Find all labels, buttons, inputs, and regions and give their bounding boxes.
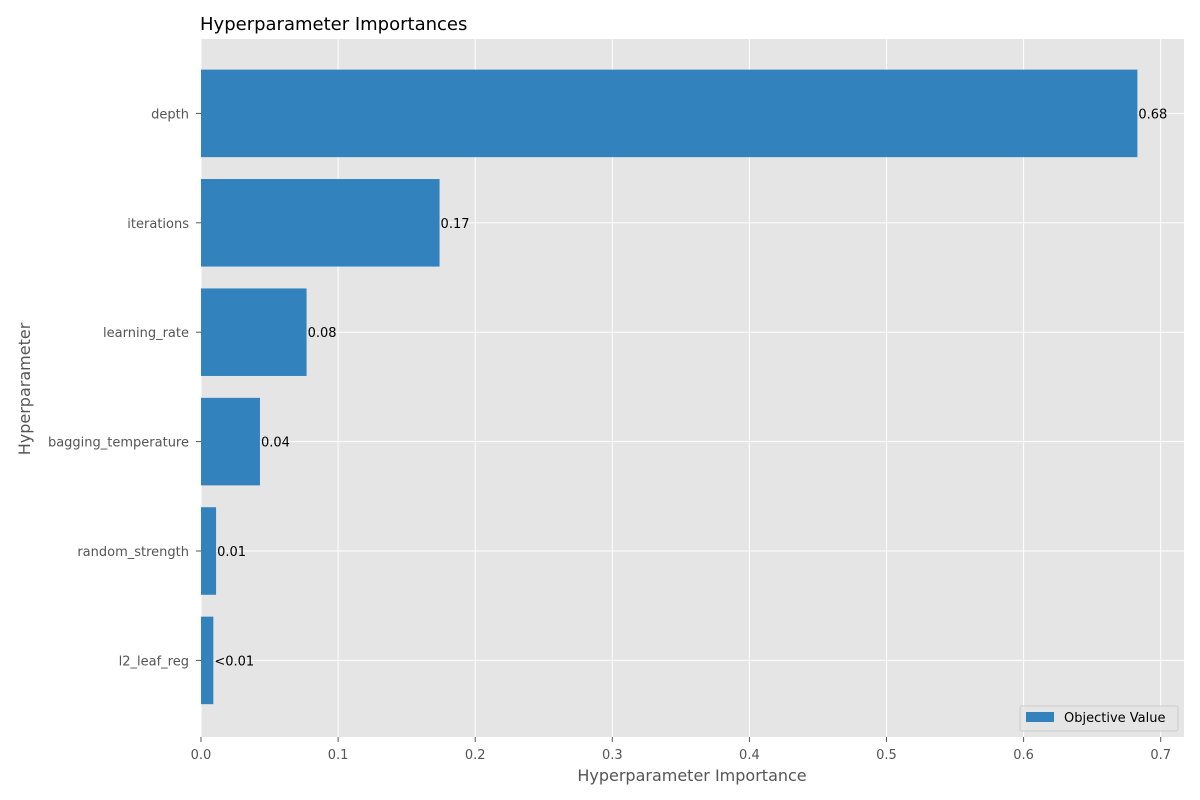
y-tick-label-depth: depth (151, 107, 189, 122)
x-axis-label: Hyperparameter Importance (577, 766, 806, 785)
x-tick-label: 0.0 (191, 748, 212, 763)
data-label-bagging_temperature: 0.04 (261, 436, 290, 451)
data-labels: 0.68 0.17 0.08 0.04 0.01 <0.01 (214, 107, 1167, 669)
y-tick-label-l2_leaf_reg: l2_leaf_reg (119, 654, 189, 669)
bar-learning_rate (201, 288, 307, 376)
bar-depth (201, 69, 1138, 158)
y-tick-label-bagging_temperature: bagging_temperature (48, 436, 189, 451)
bar-iterations (201, 179, 440, 267)
x-tick-label: 0.2 (465, 748, 486, 763)
bars (201, 69, 1138, 705)
bar-bagging_temperature (201, 397, 260, 486)
x-tick-labels: 0.0 0.1 0.2 0.3 0.4 0.5 0.6 0.7 (191, 737, 1171, 763)
y-tick-label-learning_rate: learning_rate (103, 326, 189, 341)
legend-swatch (1026, 712, 1054, 722)
chart-title: Hyperparameter Importances (200, 14, 467, 35)
x-tick-label: 0.5 (876, 748, 897, 763)
y-tick-label-random_strength: random_strength (77, 545, 189, 560)
data-label-learning_rate: 0.08 (308, 326, 337, 341)
data-label-depth: 0.68 (1138, 107, 1167, 122)
x-tick-label: 0.7 (1150, 748, 1171, 763)
x-tick-label: 0.1 (328, 748, 349, 763)
data-label-random_strength: 0.01 (217, 545, 246, 560)
y-tick-label-iterations: iterations (127, 217, 189, 232)
x-tick-label: 0.3 (602, 748, 623, 763)
legend-box (1019, 705, 1179, 732)
y-axis-label: Hyperparameter (15, 322, 34, 455)
bar-random_strength (201, 507, 217, 595)
data-label-l2_leaf_reg: <0.01 (214, 654, 254, 669)
data-label-iterations: 0.17 (441, 217, 470, 232)
x-tick-label: 0.4 (739, 748, 760, 763)
legend-label: Objective Value (1064, 711, 1165, 726)
y-tick-labels: depth iterations learning_rate bagging_temp… (48, 107, 201, 669)
bar-l2_leaf_reg (201, 616, 214, 705)
legend: Objective Value (1019, 705, 1179, 732)
x-tick-label: 0.6 (1013, 748, 1034, 763)
